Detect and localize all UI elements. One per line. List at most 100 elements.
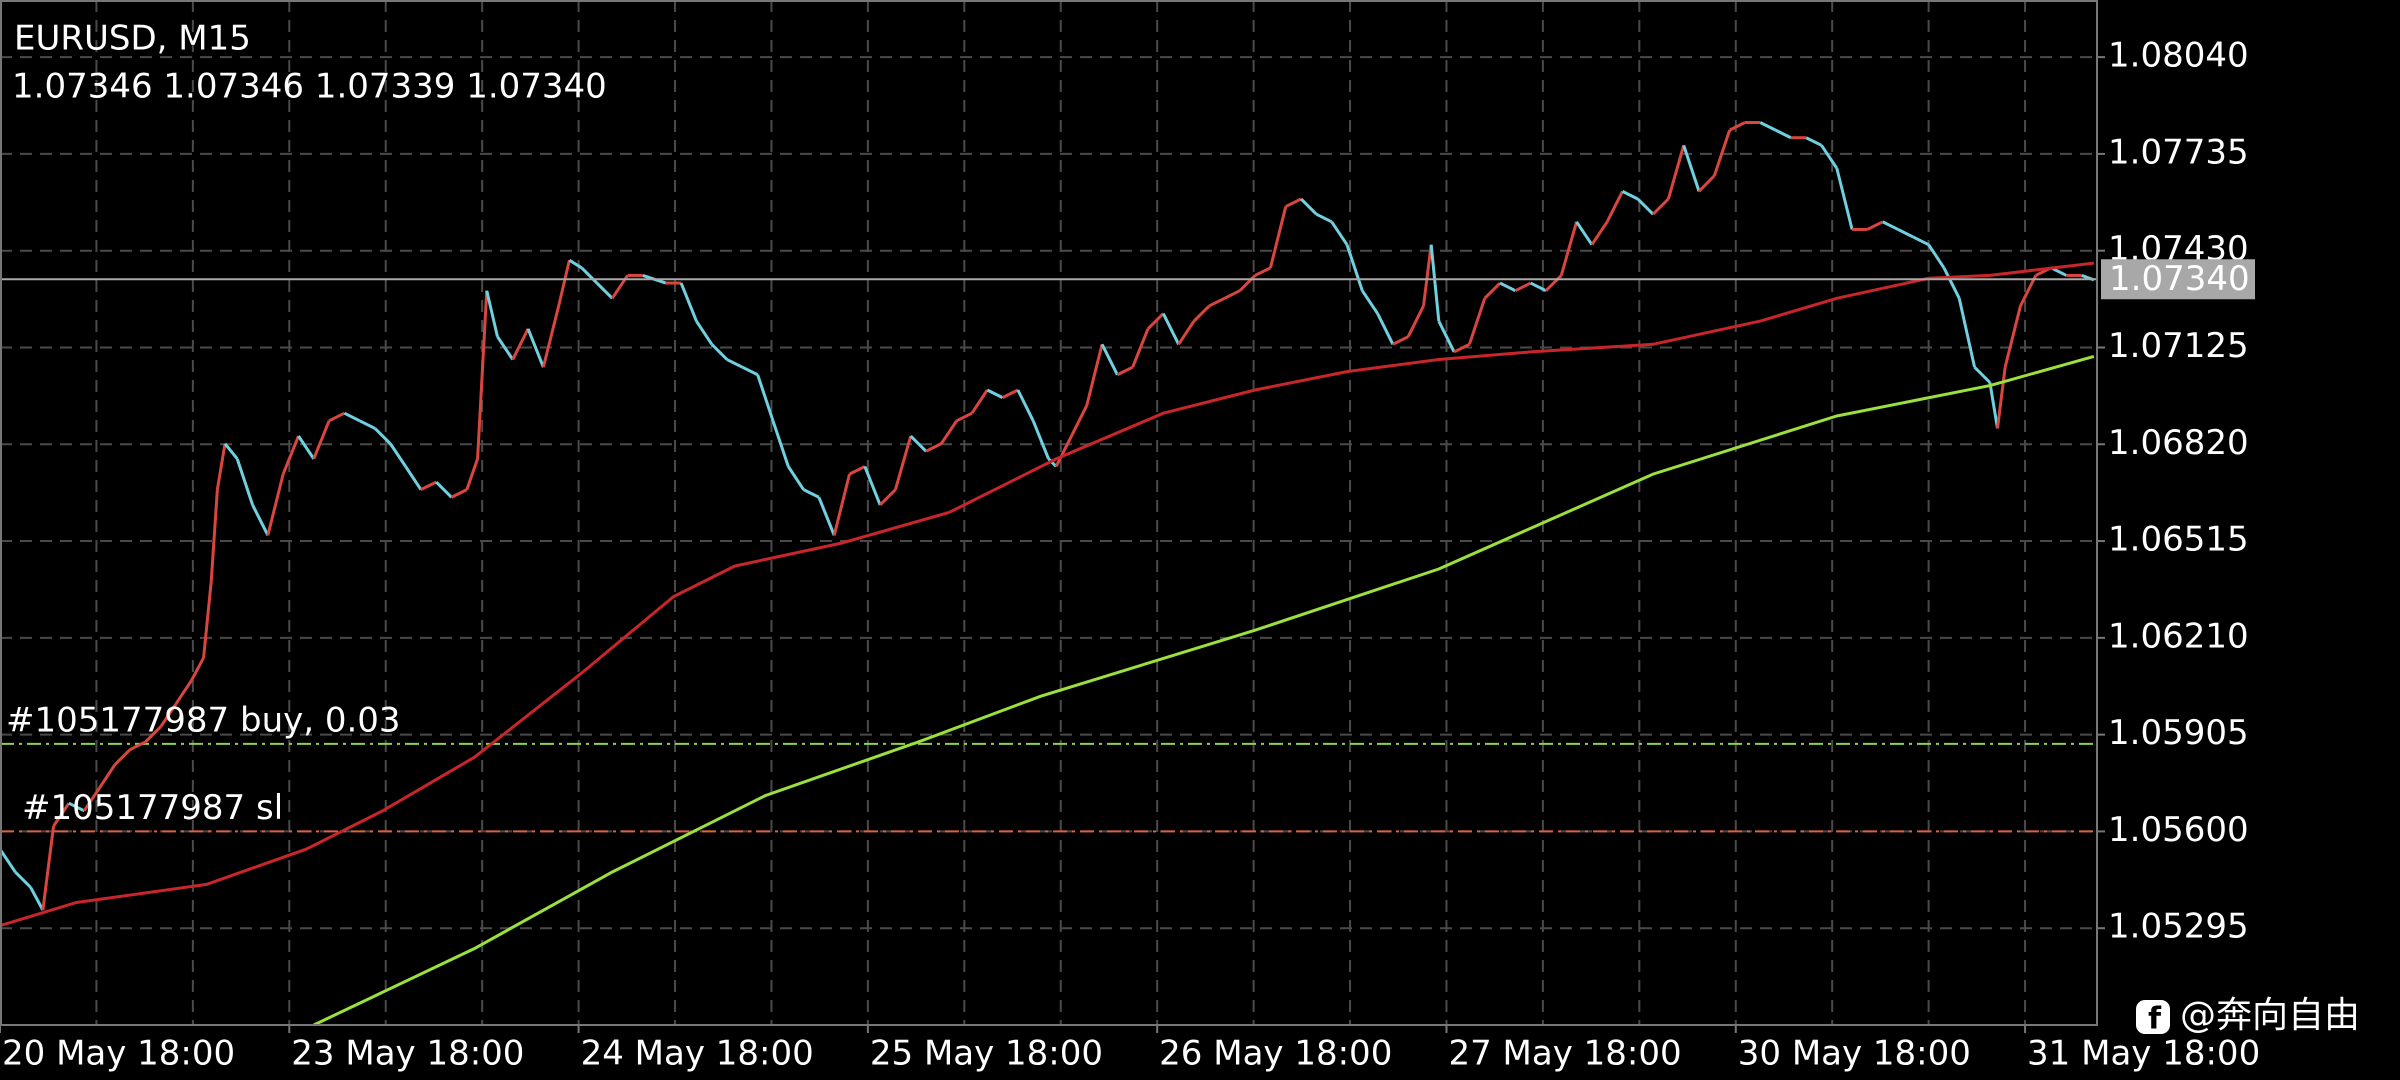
price-segment — [1559, 221, 1579, 276]
price-segment — [1070, 404, 1089, 437]
x-tick-label: 31 May 18:00 — [2027, 1034, 2260, 1074]
price-segment — [541, 305, 561, 368]
price-segment — [266, 473, 285, 536]
price-segment — [251, 504, 270, 537]
price-segment — [1728, 121, 1746, 132]
price-segment — [1406, 305, 1425, 338]
price-segment — [297, 435, 316, 460]
price-segment — [1422, 244, 1433, 307]
watermark-text: @奔向自由 — [2180, 995, 2360, 1036]
price-segment — [144, 725, 162, 743]
price-segment — [1192, 304, 1211, 323]
y-tick-label: 1.07125 — [2108, 326, 2249, 366]
watermark: f @奔向自由 — [2136, 995, 2360, 1037]
price-segment — [1652, 197, 1670, 216]
price-segment — [695, 320, 714, 346]
price-segment — [159, 703, 178, 728]
price-segment — [1268, 206, 1288, 269]
price-segment — [1927, 243, 1946, 269]
price-segment — [98, 763, 117, 789]
moving-average — [313, 354, 2095, 1027]
price-segment — [893, 435, 913, 491]
price-segment — [2019, 274, 2038, 307]
price-segment — [568, 258, 583, 270]
price-segment — [802, 488, 820, 499]
price-segment — [113, 748, 132, 766]
price-segment — [1146, 312, 1165, 330]
price-segment — [817, 496, 836, 536]
chart-title: EURUSD, M15 — [14, 19, 251, 59]
price-segment — [1514, 281, 1532, 293]
price-segment — [1575, 220, 1594, 246]
y-tick-label: 1.05295 — [2108, 907, 2249, 947]
price-segment — [420, 480, 437, 491]
price-segment — [359, 419, 376, 430]
price-segment — [1590, 220, 1609, 246]
y-tick-label: 1.06210 — [2108, 616, 2249, 656]
price-segment — [1973, 366, 1991, 384]
price-segment — [465, 458, 479, 491]
price-segment — [235, 458, 254, 506]
x-tick-label: 27 May 18:00 — [1448, 1034, 1681, 1074]
price-segment — [129, 740, 147, 751]
price-segment — [1942, 267, 1961, 299]
price-segment — [1100, 343, 1119, 376]
price-segment — [1666, 144, 1686, 200]
price-segment — [1805, 136, 1823, 147]
current-price-box — [2101, 259, 2255, 300]
price-segment — [343, 411, 361, 423]
price-segment — [848, 465, 866, 476]
price-segment — [986, 388, 1004, 399]
price-segment — [1866, 220, 1884, 231]
current-price-label: 1.07340 — [2109, 259, 2250, 299]
price-segment — [1682, 144, 1701, 192]
x-tick-label: 24 May 18:00 — [581, 1034, 814, 1074]
price-segment — [1499, 281, 1517, 293]
price-segment — [202, 581, 213, 658]
price-segment — [925, 442, 943, 453]
y-tick-label: 1.05600 — [2108, 810, 2249, 850]
price-segment — [1529, 281, 1547, 293]
price-segment — [2003, 305, 2022, 368]
price-segment — [312, 420, 331, 460]
price-segment — [404, 465, 423, 491]
price-segment — [1131, 328, 1150, 368]
price-segment — [1177, 320, 1196, 346]
price-segment — [1544, 274, 1563, 292]
y-tick-label: 1.08040 — [2108, 36, 2249, 76]
price-segment — [955, 411, 973, 423]
price-segment — [41, 825, 56, 911]
price-segment — [1054, 435, 1073, 468]
price-segment — [1285, 197, 1302, 208]
price-segment — [1605, 190, 1624, 223]
price-segment — [450, 488, 468, 499]
price-segment — [771, 420, 790, 467]
price-segment — [909, 434, 928, 453]
ohlc-text: 1.07346 1.07346 1.07339 1.07340 — [12, 67, 607, 107]
price-segment — [1697, 174, 1716, 193]
price-segment — [496, 335, 515, 361]
price-segment — [1330, 220, 1349, 246]
order-label: #105177987 buy, 0.03 — [6, 700, 401, 740]
price-segment — [832, 473, 851, 536]
watermark-icon-glyph: f — [2148, 1002, 2162, 1037]
price-segment — [209, 489, 219, 582]
price-segment — [679, 282, 698, 322]
price-segment — [1161, 312, 1180, 345]
price-segment — [1085, 343, 1104, 406]
plot — [0, 120, 2097, 1027]
price-segment — [970, 389, 989, 415]
price-segment — [787, 465, 805, 491]
price-segment — [52, 802, 71, 827]
price-segment — [1016, 389, 1035, 422]
price-segment — [1001, 388, 1019, 399]
price-segment — [756, 374, 775, 422]
price-segment — [1759, 121, 1777, 132]
price-segment — [1468, 297, 1487, 345]
price-segment — [526, 328, 545, 368]
price-segment — [373, 427, 392, 445]
price-segment — [1223, 289, 1241, 300]
price-segment — [215, 443, 227, 490]
price-segment — [223, 442, 239, 460]
